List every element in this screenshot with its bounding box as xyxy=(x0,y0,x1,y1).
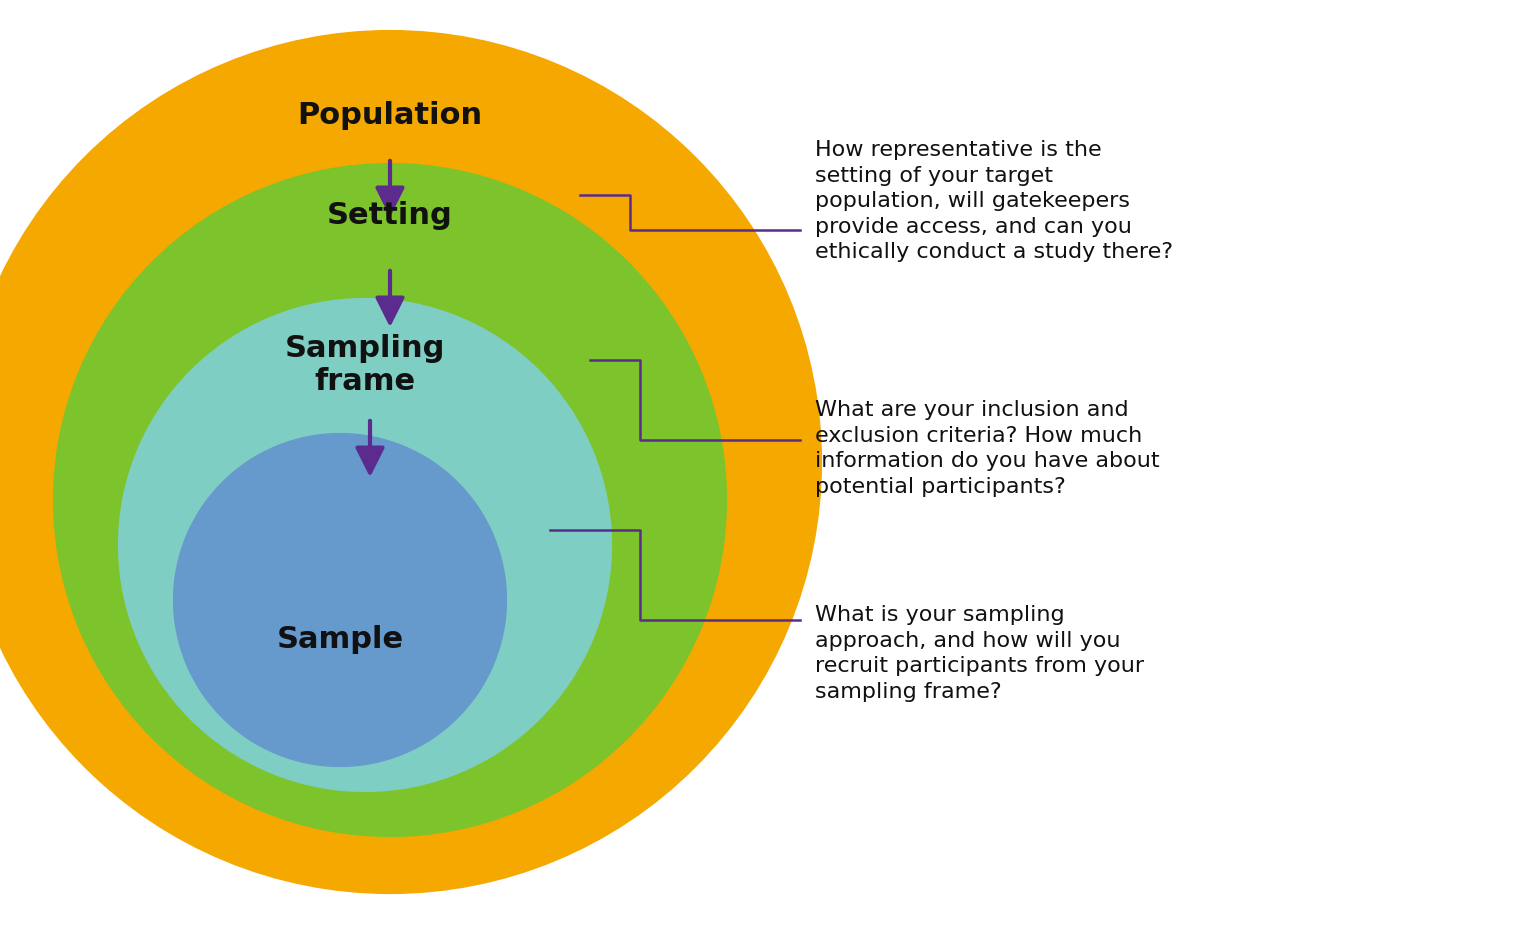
Text: Setting: Setting xyxy=(327,201,453,229)
Circle shape xyxy=(120,300,610,790)
Text: What is your sampling
approach, and how will you
recruit participants from your
: What is your sampling approach, and how … xyxy=(816,605,1144,702)
Text: Sample: Sample xyxy=(276,625,404,655)
Circle shape xyxy=(55,165,725,835)
Text: What are your inclusion and
exclusion criteria? How much
information do you have: What are your inclusion and exclusion cr… xyxy=(816,400,1160,497)
Circle shape xyxy=(0,32,820,892)
Circle shape xyxy=(175,435,505,765)
Text: Population: Population xyxy=(298,101,482,130)
Text: How representative is the
setting of your target
population, will gatekeepers
pr: How representative is the setting of you… xyxy=(816,140,1174,263)
Text: Sampling
frame: Sampling frame xyxy=(284,334,445,396)
